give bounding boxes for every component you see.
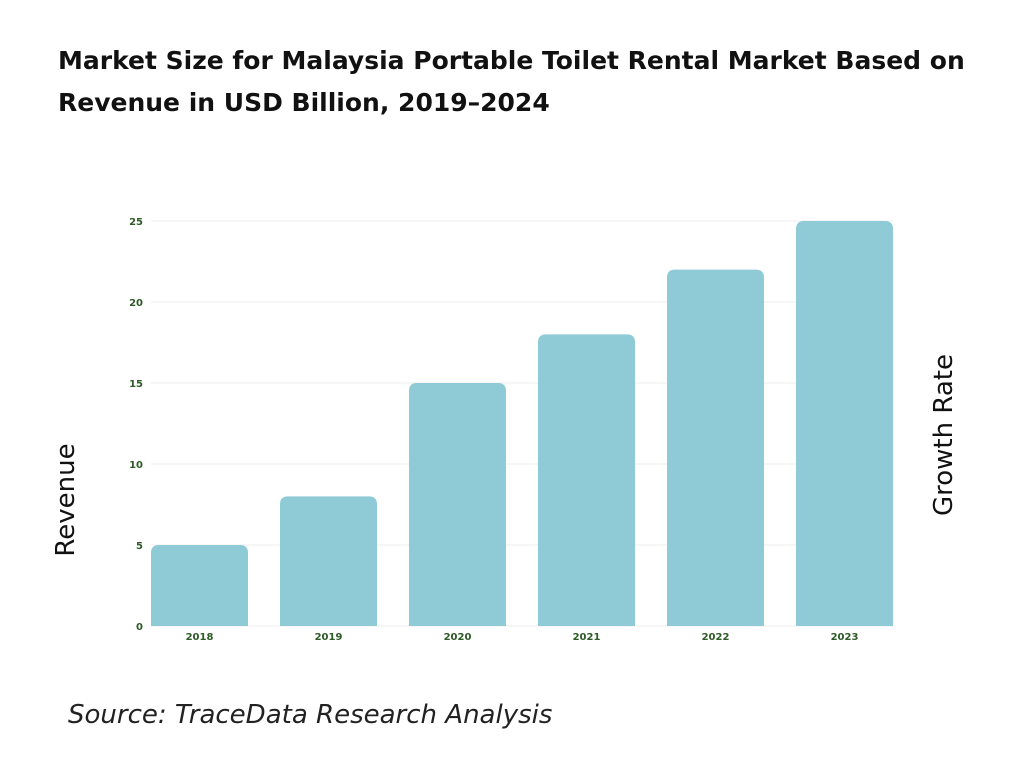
chart-title: Market Size for Malaysia Portable Toilet…	[58, 46, 965, 117]
y-tick-label: 25	[129, 217, 143, 228]
x-tick-label: 2021	[573, 632, 601, 643]
bar	[538, 334, 635, 626]
y-tick-label: 15	[129, 379, 143, 390]
bar	[409, 383, 506, 626]
y-tick-label: 0	[136, 622, 143, 633]
y-tick-label: 10	[129, 460, 143, 471]
y-tick-label: 20	[129, 298, 143, 309]
bar	[151, 545, 248, 626]
x-tick-label: 2018	[186, 632, 214, 643]
bar	[667, 269, 764, 626]
bar	[280, 496, 377, 626]
x-tick-label: 2020	[444, 632, 472, 643]
x-tick-label: 2022	[702, 632, 730, 643]
y-tick-label: 5	[136, 541, 143, 552]
bar	[796, 221, 893, 626]
x-tick-label: 2019	[315, 632, 343, 643]
source-note: Source: TraceData Research Analysis	[68, 700, 553, 730]
x-tick-label: 2023	[831, 632, 859, 643]
